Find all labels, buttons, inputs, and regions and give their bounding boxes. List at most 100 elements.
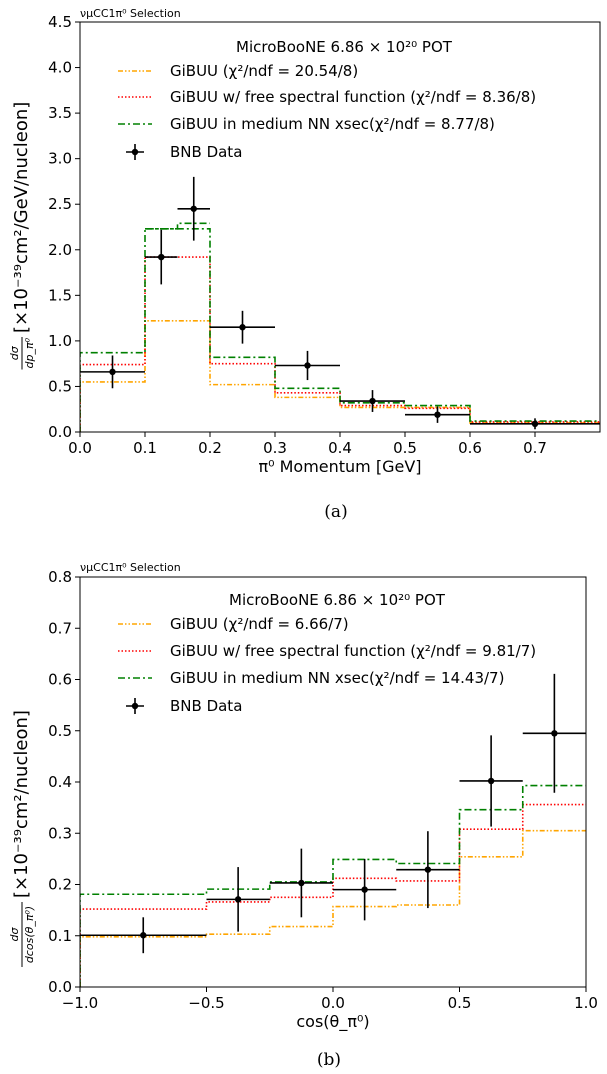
- axes-frame: [79, 576, 587, 988]
- y-label-units: [×10⁻³⁹cm²/GeV/nucleon]: [11, 102, 32, 333]
- data-point: [80, 917, 207, 954]
- series-line-1: [80, 829, 586, 987]
- legend-label-data: BNB Data: [170, 697, 242, 715]
- selection-label-a: νμCC1π⁰ Selection: [80, 7, 181, 20]
- x-tick-label: 0.4: [328, 439, 352, 457]
- x-tick-label: −0.5: [188, 994, 224, 1012]
- data-marker: [551, 730, 558, 737]
- y-label-numerator: dσ: [8, 345, 21, 360]
- legend-label-3: GiBUU in medium NN xsec(χ²/ndf = 8.77/8): [170, 115, 495, 133]
- y-tick-label: 2.0: [48, 241, 72, 259]
- legend-label-data: BNB Data: [170, 143, 242, 161]
- y-tick-label: 1.0: [48, 332, 72, 350]
- series-group: [80, 784, 586, 987]
- legend-data-marker: [131, 148, 139, 156]
- data-point: [210, 310, 275, 344]
- data-point: [340, 390, 405, 412]
- y-axis-label: dσ dp_π⁰ [×10⁻³⁹cm²/GeV/nucleon]: [8, 102, 36, 370]
- data-point: [405, 406, 470, 423]
- x-tick-label: 0.1: [133, 439, 157, 457]
- data-marker: [424, 866, 432, 873]
- y-tick-label: 4.5: [48, 13, 72, 31]
- chart-title: MicroBooNE 6.86 × 10²⁰ POT: [229, 591, 446, 609]
- x-tick-label: 0.0: [321, 994, 345, 1012]
- plot-area-b: −1.0 −0.5 0.0 0.5 1.0 0.0 0.1 0.2 0.3 0.4 0.5 0.6 0.…: [8, 568, 598, 1032]
- y-label-denominator: dcos(θ_π⁰): [23, 906, 36, 963]
- data-marker: [369, 397, 376, 405]
- legend-label-2: GiBUU w/ free spectral function (χ²/ndf …: [170, 642, 536, 660]
- y-tick-label: 4.0: [48, 59, 72, 77]
- data-marker: [531, 420, 539, 427]
- x-tick-label: 0.5: [393, 439, 417, 457]
- y-tick-label: 1.5: [48, 286, 72, 304]
- data-point: [470, 418, 600, 430]
- y-label-numerator: dσ: [8, 927, 21, 942]
- chart-title: MicroBooNE 6.86 × 10²⁰ POT: [236, 38, 453, 56]
- data-point: [80, 355, 145, 389]
- y-tick-label: 2.5: [48, 195, 72, 213]
- series-group: [80, 222, 600, 432]
- chart-panel-b: νμCC1π⁰ Selection −1.0 −0.5 0.0 0.5 1.0 0.0 0.…: [8, 561, 598, 1070]
- x-axis-label: cos(θ_π⁰): [296, 1012, 369, 1032]
- data-point: [269, 848, 333, 918]
- y-tick-label: 3.0: [48, 150, 72, 168]
- data-point: [177, 176, 210, 241]
- y-tick-label: 0.3: [48, 824, 72, 842]
- series-line-3: [80, 784, 586, 987]
- series-line-1: [80, 320, 600, 432]
- y-tick-label: 0.2: [48, 876, 72, 894]
- data-point: [396, 831, 460, 909]
- y-tick-label: 0.1: [48, 927, 72, 945]
- selection-label-b: νμCC1π⁰ Selection: [80, 561, 181, 574]
- x-axis-label: π⁰ Momentum [GeV]: [258, 457, 421, 476]
- y-tick-label: 3.5: [48, 104, 72, 122]
- caption-a: (a): [324, 502, 347, 522]
- series-line-3-detail: [145, 222, 210, 230]
- data-point: [333, 858, 397, 921]
- x-tick-label: 0.5: [448, 994, 472, 1012]
- legend-label-3: GiBUU in medium NN xsec(χ²/ndf = 14.43/7…: [170, 669, 504, 687]
- x-tick-label: 0.6: [458, 439, 482, 457]
- data-point: [522, 673, 586, 793]
- data-marker: [298, 879, 305, 887]
- x-tick-label: 0.3: [263, 439, 287, 457]
- legend-label-2: GiBUU w/ free spectral function (χ²/ndf …: [170, 88, 536, 106]
- data-point: [275, 350, 340, 381]
- legend-label-1: GiBUU (χ²/ndf = 20.54/8): [170, 62, 358, 80]
- data-point: [459, 735, 523, 827]
- y-axis-label: dσ dcos(θ_π⁰) [×10⁻³⁹cm²/nucleon]: [8, 710, 36, 967]
- data-points: [80, 176, 600, 430]
- data-marker: [434, 411, 441, 418]
- chart-panel-a: νμCC1π⁰ Selection 0.0 0.1 0.2 0.3 0.4 0.5 0.6 0…: [8, 7, 601, 522]
- legend-data-marker: [131, 702, 139, 710]
- x-tick-label: 0.7: [523, 439, 547, 457]
- data-marker: [361, 886, 368, 893]
- y-label-units: [×10⁻³⁹cm²/nucleon]: [11, 710, 32, 898]
- series-line-2: [80, 803, 586, 987]
- y-tick-label: 0.0: [48, 423, 72, 441]
- y-tick-label: 0.5: [48, 377, 72, 395]
- x-tick-label: 1.0: [574, 994, 598, 1012]
- axes-frame: [79, 21, 601, 433]
- data-marker: [109, 368, 116, 376]
- data-marker: [190, 205, 197, 212]
- y-tick-label: 0.4: [48, 773, 72, 791]
- data-marker: [304, 362, 311, 369]
- x-tick-label: 0.2: [198, 439, 222, 457]
- y-label-denominator: dp_π⁰: [23, 337, 36, 368]
- data-marker: [239, 324, 246, 331]
- y-tick-label: 0.7: [48, 619, 72, 637]
- plot-area-a: 0.0 0.1 0.2 0.3 0.4 0.5 0.6 0.7 0.0 0.5 1.0 1.5 2.0 2…: [8, 13, 601, 476]
- y-tick-label: 0.6: [48, 671, 72, 689]
- data-point: [145, 229, 178, 285]
- x-tick-label: 0.0: [68, 439, 92, 457]
- data-marker: [487, 777, 495, 785]
- legend-label-1: GiBUU (χ²/ndf = 6.66/7): [170, 615, 349, 633]
- data-marker: [234, 896, 242, 903]
- y-tick-label: 0.5: [48, 722, 72, 740]
- data-points: [80, 673, 586, 954]
- y-tick-label: 0.0: [48, 978, 72, 996]
- data-point: [206, 867, 270, 932]
- x-tick-label: −1.0: [62, 994, 98, 1012]
